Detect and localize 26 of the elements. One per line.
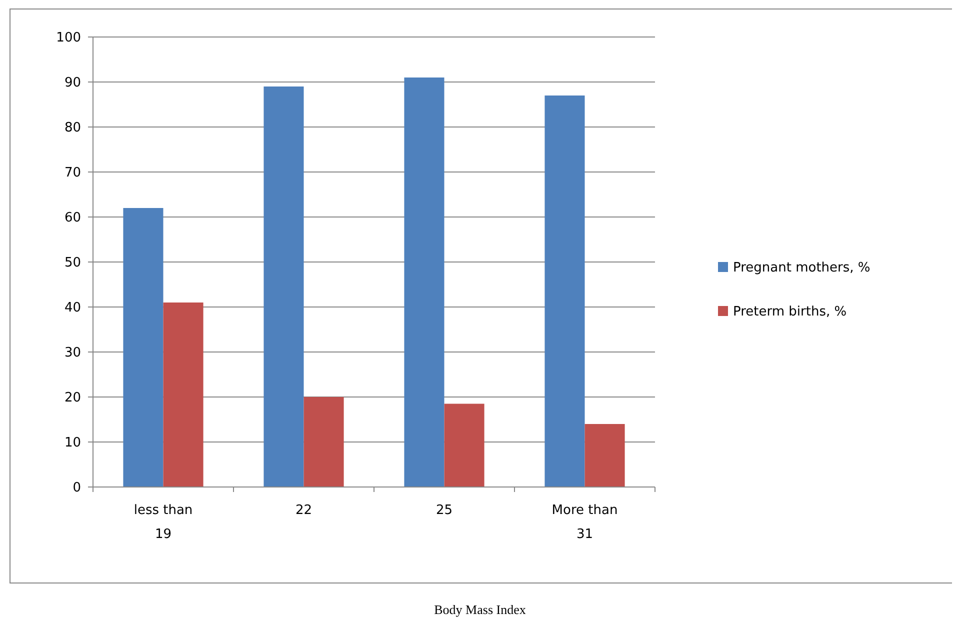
- text: Body Mass Index: [434, 602, 526, 617]
- x-tick-label: More than 31: [552, 503, 618, 542]
- y-tick-label: 70: [64, 166, 81, 181]
- y-tick-label: 30: [64, 346, 81, 361]
- bar: [584, 424, 625, 487]
- y-tick-label: 50: [64, 256, 81, 271]
- y-tick-label: 0: [72, 480, 81, 496]
- bar: [304, 397, 344, 487]
- legend-label: Preterm births, %: [733, 304, 847, 320]
- bar: [163, 302, 204, 487]
- x-tick-label: 22: [295, 503, 312, 518]
- x-tick-label: 25: [436, 503, 453, 518]
- bar: [264, 86, 304, 487]
- y-tick-label: 90: [64, 76, 81, 91]
- y-tick-label: 20: [64, 390, 81, 406]
- legend-label: Pregnant mothers, %: [733, 260, 870, 276]
- y-tick-label: 40: [64, 300, 81, 316]
- bar: [544, 96, 585, 487]
- bar: [123, 208, 164, 487]
- y-tick-label: 10: [64, 436, 81, 451]
- y-tick-label: 60: [64, 210, 81, 226]
- y-tick-label: 80: [64, 120, 81, 136]
- bar: [444, 404, 484, 487]
- bar: [404, 78, 444, 487]
- y-tick-label: 100: [56, 30, 81, 46]
- x-tick-label: less than 19: [134, 503, 193, 542]
